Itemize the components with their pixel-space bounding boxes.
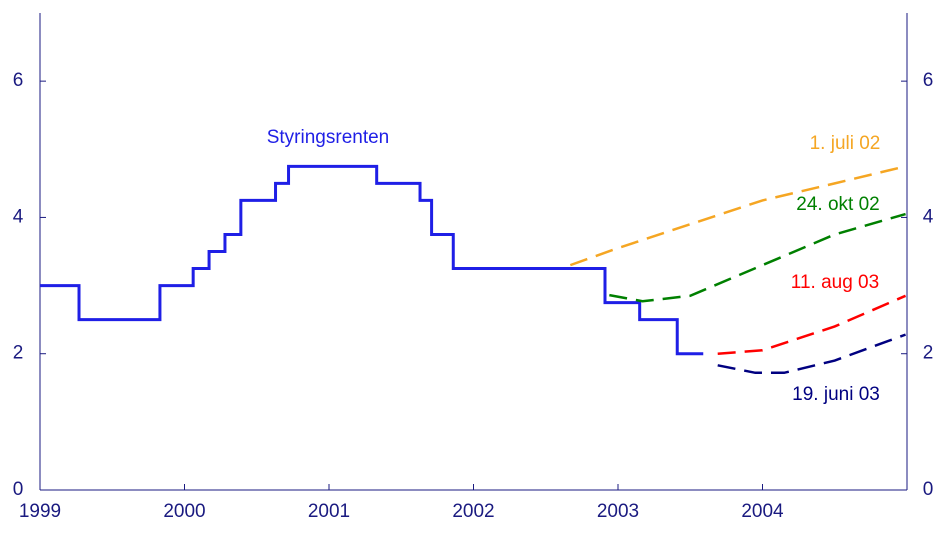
x-tick-label: 2004 xyxy=(741,501,784,522)
y-tick-label: 2 xyxy=(13,343,24,364)
series-line xyxy=(717,294,907,355)
y-tick-label: 0 xyxy=(13,479,24,500)
series-line xyxy=(40,164,704,356)
y2-tick-label: 4 xyxy=(923,206,934,227)
series-label: 1. juli 02 xyxy=(810,133,881,154)
y-tick-label: 6 xyxy=(13,70,24,91)
x-tick-label: 2002 xyxy=(452,501,494,522)
y-tick-label: 4 xyxy=(13,206,24,227)
series-label: Styringsrenten xyxy=(267,127,390,148)
y2-tick-label: 2 xyxy=(923,343,934,364)
x-tick-label: 2001 xyxy=(308,501,350,522)
series-line xyxy=(717,333,906,375)
x-tick-label: 2003 xyxy=(597,501,639,522)
series-line xyxy=(609,212,906,303)
series-label: 24. okt 02 xyxy=(796,194,879,215)
series-line xyxy=(569,165,906,267)
series-label: 19. juni 03 xyxy=(792,384,880,405)
y2-tick-label: 6 xyxy=(923,70,934,91)
y2-tick-label: 0 xyxy=(923,479,934,500)
x-tick-label: 2000 xyxy=(163,501,205,522)
series-label: 11. aug 03 xyxy=(791,272,879,293)
x-tick-label: 1999 xyxy=(19,501,61,522)
